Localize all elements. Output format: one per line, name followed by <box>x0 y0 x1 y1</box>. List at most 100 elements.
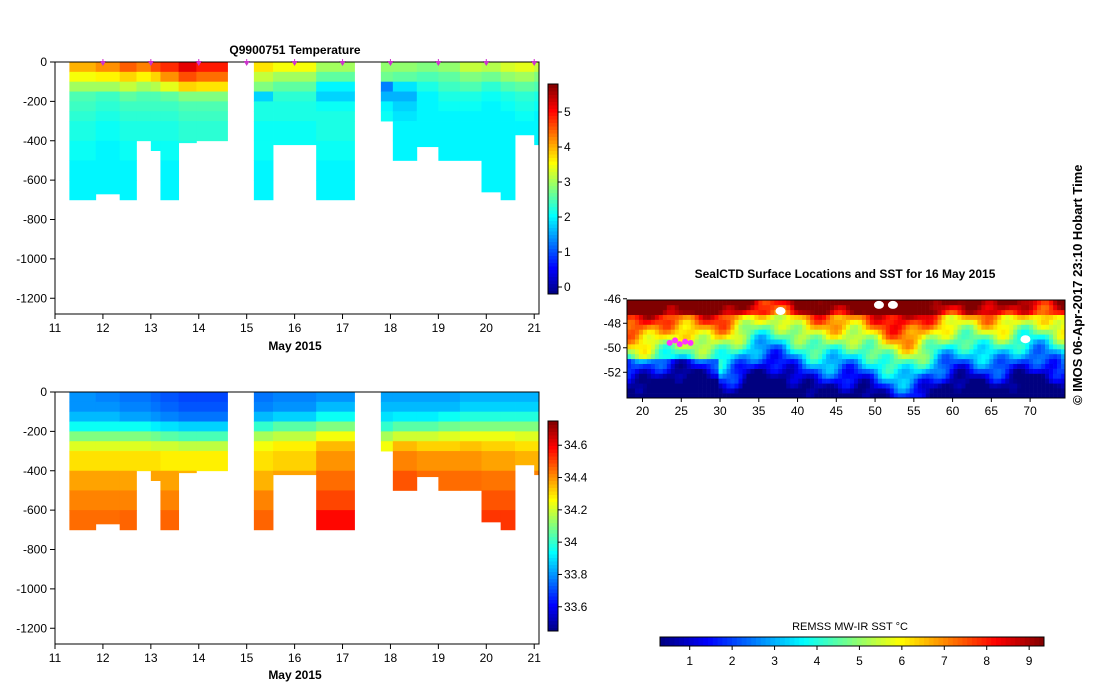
sst-cell <box>682 304 688 311</box>
data-cell <box>534 101 540 112</box>
sst-cell <box>682 344 688 350</box>
sst-cell <box>989 363 994 369</box>
data-cell <box>160 62 180 73</box>
sst-cell <box>909 344 914 350</box>
sst-cell <box>1049 373 1054 379</box>
sst-cell <box>877 373 883 379</box>
sst-cell <box>861 388 867 394</box>
sst-cell <box>810 368 815 374</box>
sst-cell <box>806 344 811 350</box>
data-cell <box>534 411 540 422</box>
sst-cell <box>742 378 747 384</box>
sst-cell <box>694 339 699 345</box>
sst-cell <box>1057 349 1062 355</box>
sst-cell <box>806 319 811 325</box>
sst-cell <box>750 300 755 306</box>
data-cell <box>481 62 502 73</box>
sst-cell <box>738 383 743 389</box>
sst-cell <box>638 319 644 325</box>
sst-cell <box>627 339 632 345</box>
sst-cell <box>694 309 699 315</box>
sst-cell <box>774 358 779 364</box>
sst-cell <box>949 344 954 350</box>
sst-cell <box>838 304 843 311</box>
sst-cell <box>702 358 707 364</box>
sst-cell <box>905 309 911 315</box>
sst-colorbar-tick-label: 8 <box>983 654 990 668</box>
sst-cell <box>630 329 636 335</box>
x-tick-label: 21 <box>528 321 542 335</box>
colorbar-segment <box>548 136 558 141</box>
data-cell <box>459 451 482 472</box>
data-cell <box>136 91 152 102</box>
sst-cell <box>945 324 950 330</box>
sst-cell <box>953 353 958 360</box>
sst-cell <box>798 300 803 306</box>
sst-cell <box>818 349 823 355</box>
data-cell <box>534 421 540 432</box>
data-cell <box>69 160 97 181</box>
sst-cell <box>901 363 907 369</box>
sst-cell <box>694 383 699 389</box>
sst-cell <box>1029 349 1034 355</box>
sst-cell <box>949 304 954 311</box>
sst-cell <box>670 383 676 389</box>
data-cell <box>119 421 137 432</box>
sst-cell <box>1053 349 1058 355</box>
sst-cell <box>1057 314 1062 320</box>
sst-cell <box>650 309 656 315</box>
data-cell <box>150 111 161 122</box>
data-cell <box>392 431 418 442</box>
sst-cell <box>981 344 986 350</box>
sst-cell <box>945 368 950 374</box>
colorbar-segment <box>548 599 558 604</box>
sst-cell <box>666 314 672 320</box>
sst-cell <box>933 358 938 364</box>
sst-cell <box>937 300 942 306</box>
sst-cell <box>905 344 911 350</box>
sst-cell <box>909 349 914 355</box>
sst-cell <box>937 353 942 360</box>
y-tick-label: -800 <box>23 543 47 557</box>
sst-cell <box>933 363 938 369</box>
sst-cell <box>774 353 779 360</box>
data-cell <box>95 62 121 73</box>
sst-cell <box>937 349 942 355</box>
sst-cell <box>778 378 783 384</box>
sst-cell <box>814 378 819 384</box>
sst-cell <box>762 309 767 315</box>
data-cell <box>316 81 355 92</box>
colorbar-segment <box>548 442 558 446</box>
sst-cell <box>1021 383 1026 389</box>
sst-cell <box>929 319 934 325</box>
sst-cell <box>905 378 911 384</box>
sst-cell <box>686 368 692 374</box>
sst-cell <box>857 373 863 379</box>
sst-cell <box>766 314 771 320</box>
data-cell <box>119 91 137 102</box>
sst-cell <box>849 383 855 389</box>
sst-cell <box>897 319 903 325</box>
sst-cell <box>861 324 867 330</box>
data-cell <box>416 421 439 432</box>
sst-cell <box>802 300 807 306</box>
sst-cell <box>1045 393 1050 399</box>
sst-cell <box>969 300 974 306</box>
sst-cell <box>770 334 775 340</box>
data-cell <box>150 81 161 92</box>
sst-cell <box>953 300 958 306</box>
sst-colorbar-segment <box>794 637 800 646</box>
sst-cell <box>921 363 926 369</box>
sst-cell <box>722 344 727 350</box>
sst-cell <box>834 349 839 355</box>
colorbar-tick-label: 34.2 <box>564 503 588 517</box>
sst-cell <box>961 319 966 325</box>
sst-cell <box>726 388 731 394</box>
sst-cell <box>1037 349 1042 355</box>
sst-cell <box>690 378 695 384</box>
sst-cell <box>818 344 823 350</box>
sst-cell <box>929 368 934 374</box>
sst-cell <box>666 349 672 355</box>
sst-cell <box>682 324 688 330</box>
sst-colorbar-segment <box>712 637 719 646</box>
